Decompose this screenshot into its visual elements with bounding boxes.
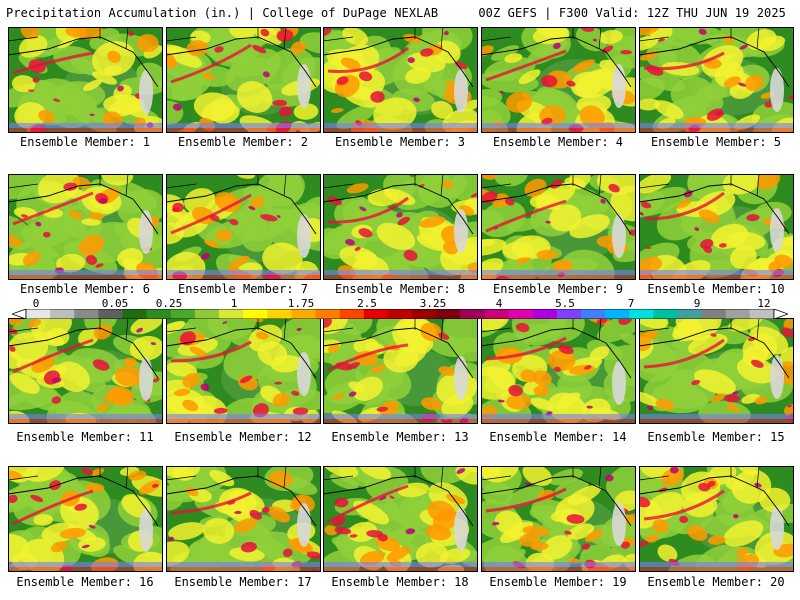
legend-color-swatch <box>508 309 534 319</box>
ensemble-member-map <box>481 27 636 133</box>
legend-color-swatch <box>339 309 365 319</box>
legend-color-swatch <box>701 309 727 319</box>
legend-color-swatch <box>580 309 606 319</box>
legend-color-swatch <box>26 309 51 319</box>
ensemble-member-caption: Ensemble Member: 12 <box>174 430 312 444</box>
legend-color-swatch <box>74 309 99 319</box>
ensemble-member-map <box>166 466 321 572</box>
ensemble-member-caption: Ensemble Member: 7 <box>177 282 309 296</box>
legend-tick-label: 0.05 <box>101 297 129 310</box>
legend-color-swatch <box>677 309 702 319</box>
legend-color-swatch <box>436 309 461 319</box>
ensemble-member-map <box>8 466 163 572</box>
ensemble-member-map <box>639 27 794 133</box>
ensemble-member-map <box>323 466 478 572</box>
ensemble-member-caption: Ensemble Member: 16 <box>16 575 154 589</box>
legend-color-swatch <box>605 309 630 319</box>
ensemble-member-map <box>481 174 636 280</box>
legend-color-swatch <box>484 309 509 319</box>
ensemble-member-caption: Ensemble Member: 11 <box>16 430 154 444</box>
ensemble-member-caption: Ensemble Member: 18 <box>331 575 469 589</box>
legend-color-swatch <box>749 309 775 319</box>
legend-tick-label: 3.25 <box>419 297 447 310</box>
ensemble-member-caption: Ensemble Member: 10 <box>647 282 785 296</box>
legend-color-swatch <box>243 309 268 319</box>
legend-color-swatch <box>315 309 340 319</box>
legend-tick-label: 12 <box>757 297 771 310</box>
ensemble-member-map <box>166 174 321 280</box>
legend-color-swatch <box>122 309 147 319</box>
map-title: Precipitation Accumulation (in.) | Colle… <box>6 6 439 20</box>
legend-tick-label: 4 <box>495 297 503 310</box>
legend-tick-label: 9 <box>693 297 701 310</box>
ensemble-member-caption: Ensemble Member: 1 <box>19 135 151 149</box>
ensemble-member-caption: Ensemble Member: 14 <box>489 430 627 444</box>
header: Precipitation Accumulation (in.) | Colle… <box>0 0 800 26</box>
legend-color-swatch <box>387 309 413 319</box>
ensemble-member-map <box>323 318 478 424</box>
ensemble-member-caption: Ensemble Member: 6 <box>19 282 151 296</box>
ensemble-member-caption: Ensemble Member: 20 <box>647 575 785 589</box>
legend-tick-label: 1 <box>230 297 238 310</box>
legend-color-swatch <box>50 309 75 319</box>
legend-color-swatch <box>194 309 220 319</box>
ensemble-member-map <box>8 174 163 280</box>
legend-left-arrow <box>12 309 27 319</box>
legend-tick-labels: 0 0.05 0.25 1 1.75 2.5 3.25 4 5.5 7 9 12 <box>12 297 788 310</box>
ensemble-member-map <box>481 466 636 572</box>
legend-color-swatch <box>267 309 292 319</box>
legend-tick-label: 0.25 <box>155 297 183 310</box>
ensemble-member-map <box>8 318 163 424</box>
legend-color-swatch <box>412 309 437 319</box>
ensemble-member-caption: Ensemble Member: 19 <box>489 575 627 589</box>
legend-tick-label: 1.75 <box>287 297 315 310</box>
legend-color-swatch <box>460 309 485 319</box>
legend-tick-label: 0 <box>32 297 40 310</box>
legend-tick-label: 2.5 <box>357 297 377 310</box>
legend-color-swatch <box>170 309 196 319</box>
ensemble-member-map <box>8 27 163 133</box>
legend-color-swatch <box>291 309 316 319</box>
legend-color-swatch <box>556 309 582 319</box>
ensemble-member-map <box>166 27 321 133</box>
legend-color-swatch <box>725 309 751 319</box>
legend-tick-label: 7 <box>627 297 635 310</box>
precipitation-legend: 0 0.05 0.25 1 1.75 2.5 3.25 4 5.5 7 9 12 <box>12 297 788 319</box>
legend-color-swatch <box>629 309 654 319</box>
ensemble-member-caption: Ensemble Member: 3 <box>334 135 466 149</box>
legend-right-arrow <box>773 309 788 319</box>
ensemble-member-caption: Ensemble Member: 15 <box>647 430 785 444</box>
ensemble-member-map <box>639 466 794 572</box>
legend-color-swatch <box>653 309 678 319</box>
ensemble-member-caption: Ensemble Member: 5 <box>650 135 782 149</box>
legend-color-swatch <box>532 309 558 319</box>
ensemble-member-map <box>481 318 636 424</box>
ensemble-member-caption: Ensemble Member: 9 <box>492 282 624 296</box>
legend-color-bar <box>12 309 788 319</box>
ensemble-member-caption: Ensemble Member: 2 <box>177 135 309 149</box>
ensemble-member-map <box>323 27 478 133</box>
legend-color-swatch <box>219 309 244 319</box>
legend-tick-label: 5.5 <box>555 297 575 310</box>
ensemble-member-caption: Ensemble Member: 17 <box>174 575 312 589</box>
legend-color-swatch <box>146 309 172 319</box>
ensemble-member-map <box>323 174 478 280</box>
ensemble-member-caption: Ensemble Member: 8 <box>334 282 466 296</box>
legend-color-swatch <box>98 309 123 319</box>
ensemble-member-caption: Ensemble Member: 13 <box>331 430 469 444</box>
ensemble-member-map <box>166 318 321 424</box>
run-valid-time: 00Z GEFS | F300 Valid: 12Z THU JUN 19 20… <box>478 6 786 20</box>
ensemble-member-map <box>639 318 794 424</box>
legend-color-swatch <box>363 309 389 319</box>
ensemble-member-map <box>639 174 794 280</box>
ensemble-member-caption: Ensemble Member: 4 <box>492 135 624 149</box>
